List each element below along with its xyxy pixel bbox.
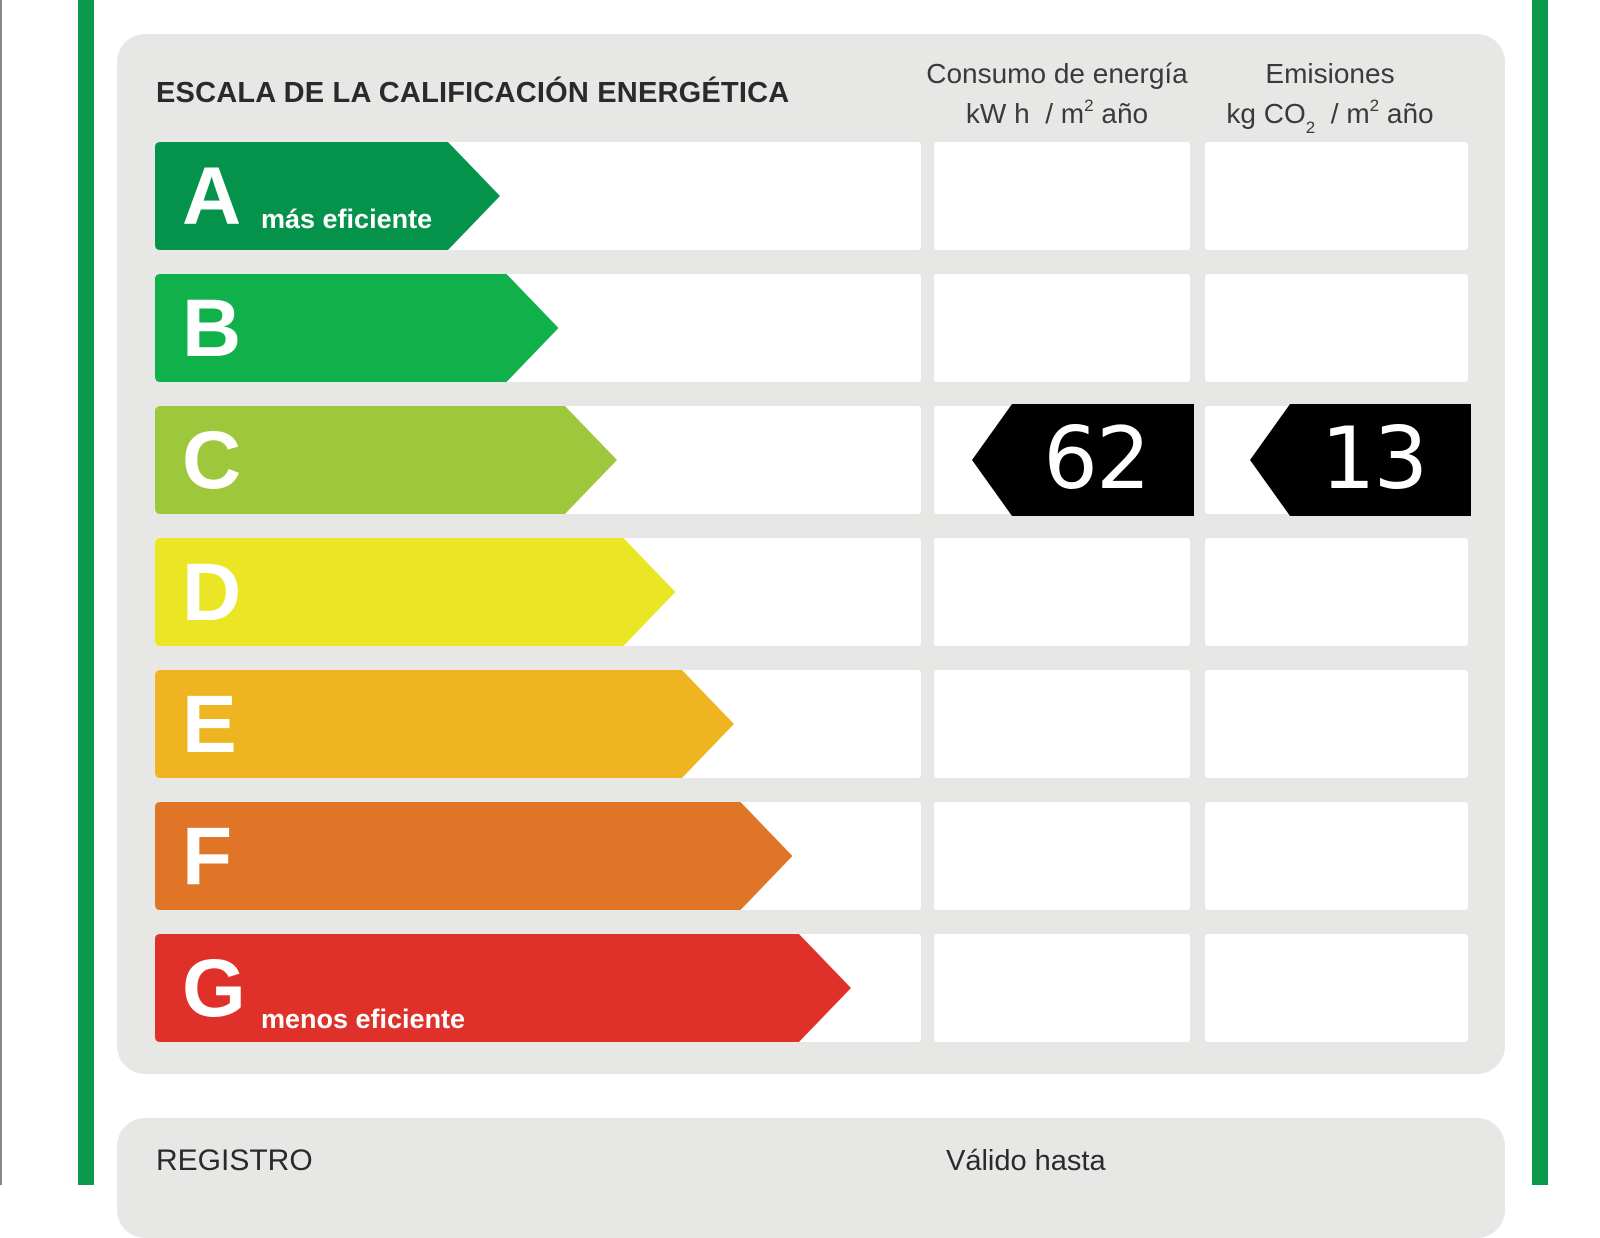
emissions-header-unit: kg CO2 / m2 año	[1226, 96, 1434, 137]
grade-arrow-shape-f	[155, 802, 793, 910]
frame-border-left	[78, 0, 94, 1185]
scale-title: ESCALA DE LA CALIFICACIÓN ENERGÉTICA	[156, 77, 790, 109]
valido-hasta-label: Válido hasta	[946, 1145, 1106, 1177]
emissions-header-line1: Emisiones	[1265, 58, 1395, 89]
energy-header-line1: Consumo de energía	[926, 58, 1188, 89]
emissions-column-header: Emisiones kg CO2 / m2 año	[1180, 54, 1480, 137]
emissions-value-tag: 13	[1250, 404, 1471, 516]
grade-arrow-b: B	[155, 274, 559, 382]
energy-column-header: Consumo de energía kW h / m2 año	[912, 54, 1202, 134]
grade-arrow-f: F	[155, 802, 793, 910]
em-cell-g	[1205, 934, 1468, 1042]
energy-value-tag: 62	[972, 404, 1194, 516]
en-cell-d	[934, 538, 1190, 646]
grade-arrow-shape-d	[155, 538, 676, 646]
grade-letter-d: D	[182, 547, 242, 638]
grade-arrow-shape-c	[155, 406, 617, 514]
grade-arrow-shape-e	[155, 670, 734, 778]
energy-value-tag-text: 62	[1043, 409, 1150, 509]
grade-letter-c: C	[182, 415, 242, 506]
grade-note-g: menos eficiente	[261, 1004, 466, 1034]
em-cell-f	[1205, 802, 1468, 910]
grade-arrow-d: D	[155, 538, 676, 646]
en-cell-f	[934, 802, 1190, 910]
registro-label: REGISTRO	[156, 1144, 313, 1177]
page-left-edge	[0, 0, 2, 1185]
grade-arrow-shape-b	[155, 274, 559, 382]
grade-arrow-shape-g	[155, 934, 851, 1042]
emissions-value-tag-text: 13	[1320, 409, 1428, 509]
en-cell-g	[934, 934, 1190, 1042]
em-cell-d	[1205, 538, 1468, 646]
em-cell-e	[1205, 670, 1468, 778]
grade-arrow-shape-a	[155, 142, 500, 250]
grade-letter-a: A	[182, 151, 242, 242]
frame-border-right	[1532, 0, 1548, 1185]
registry-panel	[117, 1118, 1505, 1238]
energy-value-tag-shape	[972, 404, 1194, 516]
grade-letter-e: E	[182, 679, 237, 770]
en-cell-e	[934, 670, 1190, 778]
energy-header-unit: kW h / m2 año	[965, 96, 1149, 129]
en-cell-b	[934, 274, 1190, 382]
em-cell-b	[1205, 274, 1468, 382]
grade-letter-f: F	[182, 811, 233, 902]
grade-letter-g: G	[182, 943, 246, 1034]
emissions-value-tag-shape	[1250, 404, 1471, 516]
grade-arrow-c: C	[155, 406, 617, 514]
grade-letter-b: B	[182, 283, 242, 374]
grade-arrow-e: E	[155, 670, 734, 778]
em-cell-a	[1205, 142, 1468, 250]
en-cell-a	[934, 142, 1190, 250]
grade-note-a: más eficiente	[261, 204, 433, 234]
